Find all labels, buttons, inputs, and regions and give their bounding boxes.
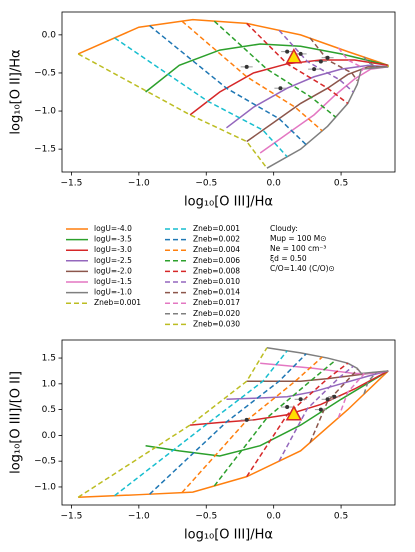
y-tick-label: 1.5 <box>42 354 56 364</box>
logu-line <box>260 362 389 375</box>
x-tick-label: 0.5 <box>334 179 348 189</box>
x-tick-label: 0.0 <box>266 179 281 189</box>
y-tick-label: 0.0 <box>42 431 57 441</box>
zneb-line <box>278 365 354 462</box>
legend-label: Zneb=0.001 <box>193 224 240 233</box>
x-tick-label: 0.5 <box>334 512 348 522</box>
annotation: Mup = 100 M⊙ <box>270 234 327 243</box>
legend-label: Zneb=0.014 <box>193 288 240 297</box>
zneb-line <box>149 353 307 495</box>
observation <box>312 67 317 72</box>
y-axis-label: log₁₀[O III]/[O II] <box>9 371 24 474</box>
logu-line <box>266 66 389 169</box>
x-tick-label: −0.5 <box>195 512 217 522</box>
legend-label: logU=-3.0 <box>94 245 132 254</box>
observation <box>285 49 290 54</box>
legend-label: logU=-4.0 <box>94 224 132 233</box>
legend-label: Zneb=0.010 <box>193 277 240 286</box>
zneb-line <box>246 362 349 478</box>
x-tick-label: 0.0 <box>266 512 281 522</box>
logu-line <box>145 370 389 457</box>
x-tick-label: −1.5 <box>61 179 83 189</box>
observation <box>285 405 290 410</box>
y-tick-label: −1.0 <box>34 107 56 117</box>
zneb-line <box>114 350 288 497</box>
zneb-line <box>181 20 323 132</box>
logu-line <box>259 66 389 154</box>
x-tick-label: −0.5 <box>195 179 217 189</box>
legend-label: Zneb=0.006 <box>193 256 240 265</box>
logu-line <box>226 370 389 401</box>
legend-label: logU=-3.5 <box>94 235 132 244</box>
y-tick-label: −0.5 <box>34 457 56 467</box>
legend-label: Zneb=0.008 <box>193 266 240 275</box>
logu-line <box>226 64 389 129</box>
zneb-line <box>309 368 358 443</box>
axes-frame <box>61 339 396 506</box>
y-tick-label: −1.5 <box>34 145 56 155</box>
legend-label: Zneb=0.017 <box>193 298 240 307</box>
zneb-line <box>337 47 366 73</box>
zneb-line <box>363 56 379 70</box>
zneb-line <box>114 37 288 158</box>
zneb-line <box>77 347 268 498</box>
observation <box>278 86 283 91</box>
legend-label: Zneb=0.002 <box>193 235 240 244</box>
observation <box>325 55 330 60</box>
x-axis-label: log₁₀[O III]/Hα <box>184 195 273 210</box>
logu-line <box>77 18 389 67</box>
zneb-line <box>363 371 378 395</box>
legend-label: logU=-2.5 <box>94 256 132 265</box>
observation <box>244 64 249 69</box>
x-tick-label: −1.0 <box>128 512 150 522</box>
axes-frame <box>61 11 396 173</box>
y-tick-label: −1.0 <box>34 482 56 492</box>
x-tick-label: −1.5 <box>61 512 83 522</box>
zneb-line <box>309 37 358 82</box>
observation <box>318 407 323 412</box>
y-tick-label: 1.0 <box>42 379 57 389</box>
logu-line <box>78 370 389 499</box>
legend-label: Zneb=0.004 <box>193 245 240 254</box>
observation <box>332 394 337 399</box>
annotation: Cloudy: <box>270 224 298 233</box>
observation <box>298 397 303 402</box>
observation <box>318 59 323 64</box>
logu-line <box>246 66 389 143</box>
y-tick-label: 0.0 <box>42 30 57 40</box>
y-axis-label: log₁₀[O II]/Hα <box>9 49 24 134</box>
x-tick-label: −1.0 <box>128 179 150 189</box>
observation <box>244 417 249 422</box>
zneb-line <box>278 29 354 93</box>
legend-label: logU=-2.0 <box>94 266 132 275</box>
plot-area <box>77 18 390 169</box>
legend-label: Zneb=0.001 <box>94 298 141 307</box>
logu-line <box>145 43 389 93</box>
logu-line <box>266 346 389 375</box>
target-marker <box>285 405 303 421</box>
observation <box>298 51 303 56</box>
zneb-line <box>149 25 307 146</box>
zneb-line <box>213 20 337 118</box>
legend-label: Zneb=0.020 <box>193 309 240 318</box>
zneb-line <box>181 356 323 494</box>
legend-label: Zneb=0.030 <box>193 319 240 328</box>
annotation: C/O=1.40 (C/O)⊙ <box>270 264 335 273</box>
observation <box>325 397 330 402</box>
target-marker <box>285 48 303 64</box>
legend-label: logU=-1.5 <box>94 277 132 286</box>
zneb-line <box>246 22 349 105</box>
annotation: Ne = 100 cm⁻³ <box>270 244 326 253</box>
y-tick-label: 0.5 <box>42 405 56 415</box>
x-axis-label: log₁₀[O III]/Hα <box>184 528 273 543</box>
annotation: ξd = 0.50 <box>270 254 307 263</box>
y-tick-label: −0.5 <box>34 68 56 78</box>
legend-label: logU=-1.0 <box>94 288 132 297</box>
plot-area <box>77 346 389 499</box>
zneb-line <box>213 359 337 487</box>
